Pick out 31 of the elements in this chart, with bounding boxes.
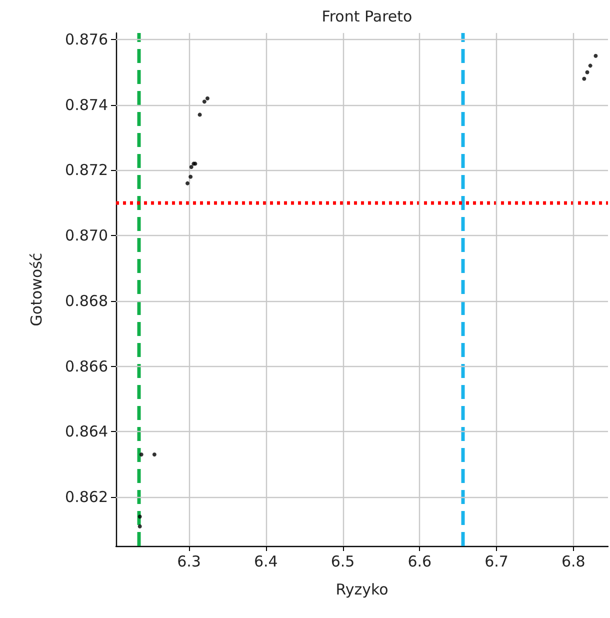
x-tick-label: 6.8 <box>561 552 586 570</box>
point <box>594 54 598 58</box>
point <box>205 96 210 100</box>
y-tick-label: 0.872 <box>65 161 108 180</box>
point <box>138 514 142 519</box>
y-tick-label: 0.864 <box>65 422 108 441</box>
x-tick-label: 6.7 <box>484 552 508 570</box>
point <box>152 452 156 457</box>
x-tick-label: 6.3 <box>177 552 201 570</box>
point <box>202 100 206 104</box>
y-tick-label: 0.876 <box>65 30 108 49</box>
point <box>186 181 190 186</box>
y-tick-label: 0.868 <box>65 292 108 310</box>
x-tick-label: 6.6 <box>408 552 432 570</box>
point <box>138 524 142 528</box>
x-tick-label: 6.5 <box>330 552 355 570</box>
x-tick-label: 6.4 <box>254 552 278 570</box>
point <box>588 64 592 68</box>
y-tick-label: 0.862 <box>65 488 108 506</box>
point <box>139 452 144 457</box>
x-axis-title: Ryzyko <box>336 580 388 598</box>
point <box>198 112 202 117</box>
point <box>585 70 590 74</box>
point <box>189 164 194 169</box>
y-tick-label: 0.866 <box>65 357 108 376</box>
point <box>188 174 193 179</box>
chart-title: Front Pareto <box>322 8 412 26</box>
y-axis-title: Gotowość <box>28 252 46 326</box>
y-tick-label: 0.874 <box>65 96 108 114</box>
point <box>582 76 586 81</box>
y-tick-label: 0.870 <box>65 226 108 245</box>
